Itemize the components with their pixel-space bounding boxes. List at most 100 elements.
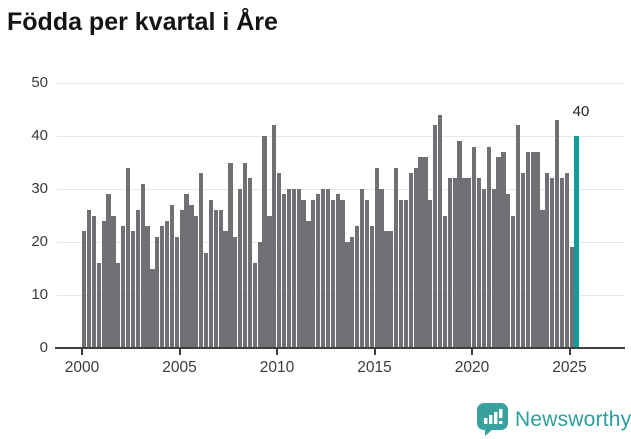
bar bbox=[433, 125, 438, 348]
bar bbox=[467, 178, 472, 348]
y-axis-tick-label: 40 bbox=[31, 127, 48, 144]
newsworthy-logo[interactable]: Newsworthy bbox=[477, 403, 631, 436]
bar bbox=[330, 199, 335, 348]
bar bbox=[242, 162, 248, 348]
bar bbox=[520, 173, 526, 348]
bar bbox=[364, 199, 370, 348]
bar bbox=[86, 210, 92, 348]
bar bbox=[554, 120, 560, 348]
bar bbox=[316, 194, 321, 348]
bar bbox=[238, 189, 243, 348]
bar bbox=[335, 194, 340, 348]
bar bbox=[511, 215, 516, 348]
x-axis-tick bbox=[81, 349, 83, 355]
y-axis-tick-label: 30 bbox=[31, 180, 48, 197]
bar bbox=[550, 178, 555, 348]
highlight-value-label: 40 bbox=[572, 103, 590, 120]
bar bbox=[340, 199, 345, 348]
bar bbox=[359, 189, 365, 348]
highlighted-bar bbox=[574, 136, 579, 348]
bar bbox=[457, 141, 462, 348]
x-axis-tick bbox=[276, 349, 278, 355]
bar bbox=[350, 236, 355, 348]
bar bbox=[179, 210, 184, 348]
bar bbox=[398, 199, 404, 348]
bar bbox=[472, 146, 477, 348]
newsworthy-chart-bubble-icon bbox=[477, 403, 508, 436]
bar bbox=[252, 263, 257, 348]
bar bbox=[135, 210, 140, 348]
bar bbox=[301, 199, 306, 348]
bar bbox=[462, 178, 467, 348]
x-axis-tick-label: 2025 bbox=[552, 359, 587, 376]
bar bbox=[111, 215, 116, 348]
bar bbox=[169, 204, 175, 348]
bar bbox=[384, 231, 389, 348]
bar bbox=[267, 215, 272, 348]
bar bbox=[408, 173, 413, 348]
bar bbox=[486, 146, 491, 348]
gridline-50 bbox=[57, 83, 625, 84]
bar bbox=[506, 194, 511, 348]
bar bbox=[418, 157, 423, 348]
bar bbox=[233, 236, 238, 348]
bar bbox=[101, 220, 106, 348]
gridline-30 bbox=[57, 189, 625, 190]
bar bbox=[423, 157, 428, 348]
y-axis-tick-label: 0 bbox=[39, 339, 48, 356]
bar bbox=[121, 226, 126, 348]
bar bbox=[379, 189, 384, 348]
bar bbox=[272, 125, 277, 348]
bar bbox=[452, 178, 457, 348]
chart-title: Födda per kvartal i Åre bbox=[7, 8, 278, 36]
bar bbox=[194, 215, 199, 348]
bar bbox=[189, 204, 194, 348]
bar bbox=[213, 210, 218, 348]
bar bbox=[515, 125, 521, 348]
x-axis-tick bbox=[471, 349, 473, 355]
x-axis-tick bbox=[373, 349, 376, 355]
bar bbox=[174, 236, 179, 348]
bar bbox=[150, 268, 155, 348]
bar bbox=[559, 178, 565, 348]
bar bbox=[199, 173, 204, 348]
y-axis-tick-label: 50 bbox=[31, 74, 48, 91]
bar bbox=[208, 199, 214, 348]
bar bbox=[355, 226, 360, 348]
bar bbox=[320, 189, 326, 348]
bar bbox=[525, 151, 530, 348]
bar bbox=[540, 210, 545, 348]
bar bbox=[413, 167, 418, 348]
bar bbox=[476, 178, 482, 348]
bar bbox=[545, 173, 550, 348]
x-axis-tick-label: 2000 bbox=[64, 359, 100, 376]
bar bbox=[345, 242, 350, 348]
bar bbox=[535, 151, 540, 348]
bar bbox=[325, 189, 331, 348]
y-axis-tick-label: 10 bbox=[31, 286, 48, 303]
bar bbox=[530, 151, 535, 348]
x-axis-tick-label: 2015 bbox=[357, 359, 392, 376]
plot-area bbox=[55, 83, 625, 349]
gridline-40 bbox=[57, 136, 625, 137]
bar bbox=[145, 226, 150, 348]
bar bbox=[491, 189, 496, 348]
x-axis-tick bbox=[568, 349, 571, 355]
bar bbox=[306, 220, 311, 348]
bar bbox=[281, 194, 287, 348]
bar bbox=[442, 215, 448, 348]
bar bbox=[140, 183, 145, 348]
x-axis-tick-label: 2005 bbox=[162, 359, 197, 376]
bar bbox=[437, 114, 443, 348]
bar bbox=[130, 231, 136, 348]
bar bbox=[155, 236, 160, 348]
bar bbox=[228, 162, 233, 348]
bar bbox=[394, 167, 399, 348]
bar bbox=[447, 178, 452, 348]
bar bbox=[184, 194, 189, 348]
x-axis-tick-label: 2010 bbox=[259, 359, 295, 376]
bar bbox=[164, 220, 170, 348]
bar bbox=[481, 189, 487, 348]
x-axis-tick bbox=[178, 349, 181, 355]
